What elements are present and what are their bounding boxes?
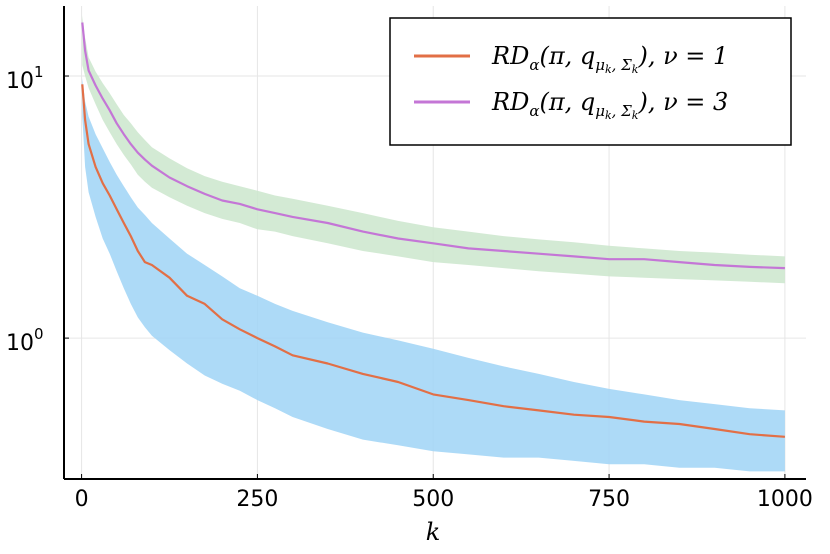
confidence-band-series-1 bbox=[82, 78, 785, 472]
legend-label-nu1-main: RD bbox=[491, 42, 529, 70]
legend-label-nu1: RDα(π, qμk, Σk), ν = 1 bbox=[491, 42, 728, 76]
legend-label-nu3-main: RD bbox=[491, 88, 529, 116]
legend-label-nu1-alpha: α bbox=[529, 56, 539, 74]
legend-label-nu3: RDα(π, qμk, Σk), ν = 3 bbox=[491, 88, 728, 122]
legend-label-nu1-args: (π, q bbox=[539, 42, 595, 70]
legend-label-nu1-mu: μ bbox=[595, 56, 605, 74]
axes bbox=[63, 6, 806, 480]
x-tick-label: 250 bbox=[236, 487, 278, 512]
legend-label-nu3-alpha: α bbox=[529, 102, 539, 120]
series-lines bbox=[81, 22, 785, 438]
legend-label-nu1-k1: k bbox=[605, 63, 612, 76]
confidence-bands bbox=[82, 15, 785, 472]
legend-label-nu1-sep: , Σ bbox=[612, 56, 633, 74]
legend-label-nu3-close: ), ν = 3 bbox=[637, 88, 728, 116]
legend-label-nu3-args: (π, q bbox=[539, 88, 595, 116]
legend-label-nu1-close: ), ν = 1 bbox=[637, 42, 728, 70]
legend-label-nu3-mu: μ bbox=[595, 102, 605, 120]
series-line-1 bbox=[81, 84, 785, 438]
confidence-band-series-2 bbox=[82, 15, 785, 284]
x-tick-label: 750 bbox=[588, 487, 630, 512]
legend-entry-nu1: RDα(π, qμk, Σk), ν = 1 bbox=[414, 42, 728, 76]
legend: RDα(π, qμk, Σk), ν = 1 RDα(π, qμk, Σk), … bbox=[389, 17, 792, 146]
x-tick-label: 0 bbox=[75, 487, 89, 512]
legend-entry-nu3: RDα(π, qμk, Σk), ν = 3 bbox=[414, 88, 728, 122]
series-line-2 bbox=[81, 22, 785, 270]
legend-label-nu3-k2: k bbox=[632, 109, 639, 122]
y-tick-label: 101 bbox=[6, 63, 44, 94]
y-tick-label: 100 bbox=[6, 325, 44, 356]
tick-labels: 0 250 500 750 1000 100 101 bbox=[6, 63, 813, 512]
x-axis-label: k bbox=[426, 518, 441, 546]
x-tick-label: 1000 bbox=[757, 487, 813, 512]
legend-label-nu3-k1: k bbox=[605, 109, 612, 122]
legend-label-nu3-sep: , Σ bbox=[612, 102, 633, 120]
x-tick-label: 500 bbox=[412, 487, 454, 512]
legend-box bbox=[389, 17, 792, 146]
legend-label-nu1-k2: k bbox=[632, 63, 639, 76]
